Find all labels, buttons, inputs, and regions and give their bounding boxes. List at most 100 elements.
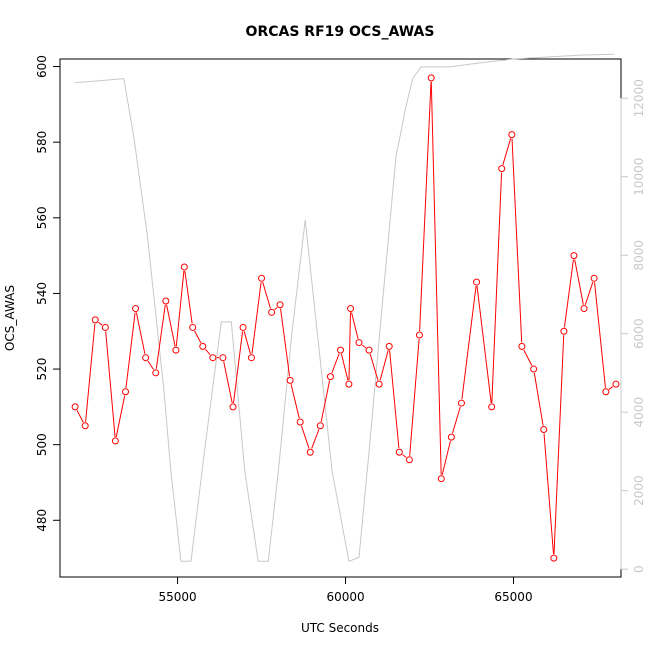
primary-series-segment <box>574 259 584 305</box>
y2-tick-label: 6000 <box>632 318 646 349</box>
y-tick-label: 500 <box>35 433 49 456</box>
primary-series-segment <box>320 380 331 422</box>
primary-series-segment <box>243 331 251 354</box>
primary-data-point <box>473 278 481 286</box>
primary-series-segment <box>476 285 492 403</box>
primary-data-point <box>375 380 383 388</box>
y2-tick-label: 0 <box>632 565 646 573</box>
primary-data-point <box>498 165 506 173</box>
secondary-series-layer <box>75 53 615 562</box>
primary-data-point <box>101 323 109 331</box>
primary-series-segment <box>205 349 211 356</box>
y-tick-label: 560 <box>35 206 49 229</box>
primary-series-segment <box>584 281 594 305</box>
primary-data-point <box>612 380 620 388</box>
primary-data-point <box>560 327 568 335</box>
primary-series-segment <box>351 312 359 339</box>
primary-data-point <box>457 399 465 407</box>
primary-series-segment <box>184 270 193 324</box>
primary-data-point <box>447 433 455 441</box>
primary-data-point <box>347 305 355 313</box>
primary-series-segment <box>251 282 262 354</box>
primary-data-point <box>385 342 393 350</box>
primary-series-segment <box>348 312 351 381</box>
primary-series-segment <box>491 172 503 403</box>
primary-data-point <box>365 346 373 354</box>
y-tick-label: 580 <box>35 131 49 154</box>
primary-data-point <box>122 388 130 396</box>
primary-series-segment <box>125 312 136 388</box>
y-tick-label: 540 <box>35 282 49 305</box>
primary-series-segment <box>608 386 614 390</box>
primary-data-point <box>508 131 516 139</box>
primary-data-point <box>247 354 255 362</box>
axes-layer: 55000 60000 650004805005205405605806000200… <box>35 55 646 604</box>
y2-tick-label: 10000 <box>632 158 646 196</box>
primary-data-point <box>345 380 353 388</box>
x-tick-label: 65000 <box>494 590 532 604</box>
y-axis-label: OCS_AWAS <box>3 285 17 351</box>
x-axis-label: UTC Seconds <box>301 621 379 635</box>
primary-series-segment <box>563 259 574 328</box>
secondary-series-line <box>75 53 615 562</box>
primary-data-point <box>276 301 284 309</box>
primary-series-segment <box>85 323 96 422</box>
primary-series-segment <box>461 285 477 400</box>
primary-data-point <box>199 342 207 350</box>
y2-tick-label: 8000 <box>632 240 646 271</box>
primary-data-point <box>258 274 266 282</box>
primary-series-segment <box>369 353 379 381</box>
primary-series-segment <box>76 410 84 423</box>
primary-data-point <box>239 323 247 331</box>
primary-series-segment <box>155 304 166 369</box>
primary-data-point <box>306 448 314 456</box>
primary-series-segment <box>361 344 367 349</box>
primary-series-segment <box>290 384 300 419</box>
primary-series-segment <box>402 454 407 458</box>
primary-series-segment <box>533 372 544 426</box>
x-tick-label: 60000 <box>326 590 364 604</box>
primary-data-point <box>162 297 170 305</box>
y-tick-label: 600 <box>35 55 49 78</box>
primary-data-point <box>326 373 334 381</box>
y-tick-label: 480 <box>35 509 49 532</box>
primary-data-point <box>152 369 160 377</box>
primary-data-point <box>437 475 445 483</box>
primary-series-segment <box>135 312 146 354</box>
primary-data-point <box>111 437 119 445</box>
primary-data-point <box>580 305 588 313</box>
primary-data-point <box>180 263 188 271</box>
primary-data-point <box>395 448 403 456</box>
y-tick-label: 520 <box>35 358 49 381</box>
chart-title: ORCAS RF19 OCS_AWAS <box>246 24 435 40</box>
primary-data-point <box>91 316 99 324</box>
primary-series-segment <box>441 440 451 475</box>
primary-series-segment <box>262 281 271 309</box>
primary-series-segment <box>166 304 176 347</box>
primary-series-segment <box>553 335 565 555</box>
primary-series-segment <box>98 321 103 326</box>
primary-data-point <box>189 323 197 331</box>
primary-data-point <box>550 554 558 562</box>
primary-data-point <box>337 346 344 354</box>
primary-series-segment <box>194 330 202 344</box>
primary-data-point <box>81 422 89 430</box>
primary-series-segment <box>331 353 340 374</box>
y2-tick-label: 4000 <box>632 397 646 428</box>
primary-series-segment <box>523 349 533 366</box>
primary-data-point <box>518 342 526 350</box>
primary-series-segment <box>311 429 320 449</box>
primary-series-segment <box>280 308 291 377</box>
primary-series-segment <box>147 360 154 370</box>
primary-series-segment <box>115 395 126 438</box>
primary-data-point <box>570 252 578 260</box>
primary-series-layer <box>71 74 620 562</box>
primary-data-point <box>132 305 140 313</box>
y2-tick-label: 2000 <box>632 475 646 506</box>
primary-data-point <box>229 403 237 411</box>
primary-series-segment <box>502 138 512 165</box>
primary-series-segment <box>379 350 389 381</box>
primary-series-segment <box>274 307 278 311</box>
primary-data-point <box>530 365 538 373</box>
primary-data-point <box>415 331 423 339</box>
